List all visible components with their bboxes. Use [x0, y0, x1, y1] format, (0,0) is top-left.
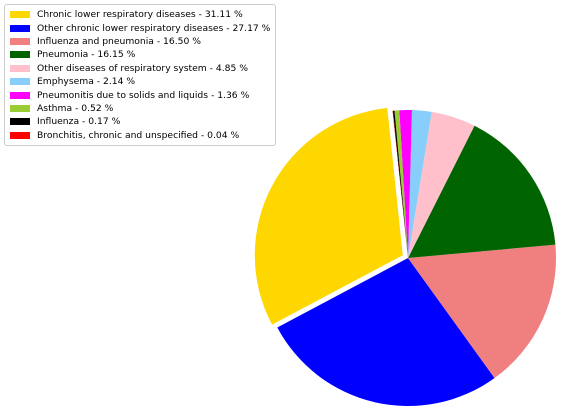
legend-swatch	[10, 104, 30, 112]
pie-slice-6	[408, 110, 432, 258]
legend-item-4: Pneumonia - 16.15 %	[10, 48, 270, 61]
legend-label: Influenza - 0.17 %	[37, 116, 121, 128]
legend-swatch	[10, 91, 30, 99]
pie-slice-2	[277, 258, 495, 406]
pie-slice-1	[254, 108, 403, 325]
pie-slice-3	[408, 244, 557, 379]
legend-swatch	[10, 24, 30, 32]
legend-item-3: Influenza and pneumonia - 16.50 %	[10, 35, 270, 48]
legend-item-5: Other diseases of respiratory system - 4…	[10, 62, 270, 75]
legend-label: Bronchitis, chronic and unspecified - 0.…	[37, 129, 240, 141]
legend-item-6: Emphysema - 2.14 %	[10, 75, 270, 88]
legend-label: Other diseases of respiratory system - 4…	[37, 62, 249, 74]
legend-label: Pneumonia - 16.15 %	[37, 49, 136, 61]
legend-item-1: Chronic lower respiratory diseases - 31.…	[10, 8, 270, 21]
pie-slice-5	[408, 111, 475, 258]
legend-swatch	[10, 131, 30, 139]
legend-label: Emphysema - 2.14 %	[37, 76, 136, 88]
legend-swatch	[10, 78, 30, 86]
legend-swatch	[10, 64, 30, 72]
pie-slice-7	[399, 109, 412, 258]
legend-label: Influenza and pneumonia - 16.50 %	[37, 35, 202, 47]
legend-swatch	[10, 51, 30, 59]
pie-slice-8	[394, 110, 408, 258]
pie-slices	[254, 108, 557, 406]
legend-swatch	[10, 37, 30, 45]
pie-slice-10	[392, 110, 408, 259]
legend-label: Asthma - 0.52 %	[37, 102, 114, 114]
legend-swatch	[10, 118, 30, 126]
legend-label: Chronic lower respiratory diseases - 31.…	[37, 9, 243, 21]
legend-swatch	[10, 11, 30, 19]
pie-slice-4	[408, 125, 556, 258]
pie-slice-9	[392, 110, 408, 258]
legend-label: Pneumonitis due to solids and liquids - …	[37, 89, 250, 101]
legend-label: Other chronic lower respiratory diseases…	[37, 22, 271, 34]
legend: Chronic lower respiratory diseases - 31.…	[4, 4, 277, 146]
legend-item-7: Pneumonitis due to solids and liquids - …	[10, 88, 270, 101]
legend-item-9: Influenza - 0.17 %	[10, 115, 270, 128]
legend-item-2: Other chronic lower respiratory diseases…	[10, 21, 270, 34]
legend-item-10: Bronchitis, chronic and unspecified - 0.…	[10, 129, 270, 142]
legend-item-8: Asthma - 0.52 %	[10, 102, 270, 115]
